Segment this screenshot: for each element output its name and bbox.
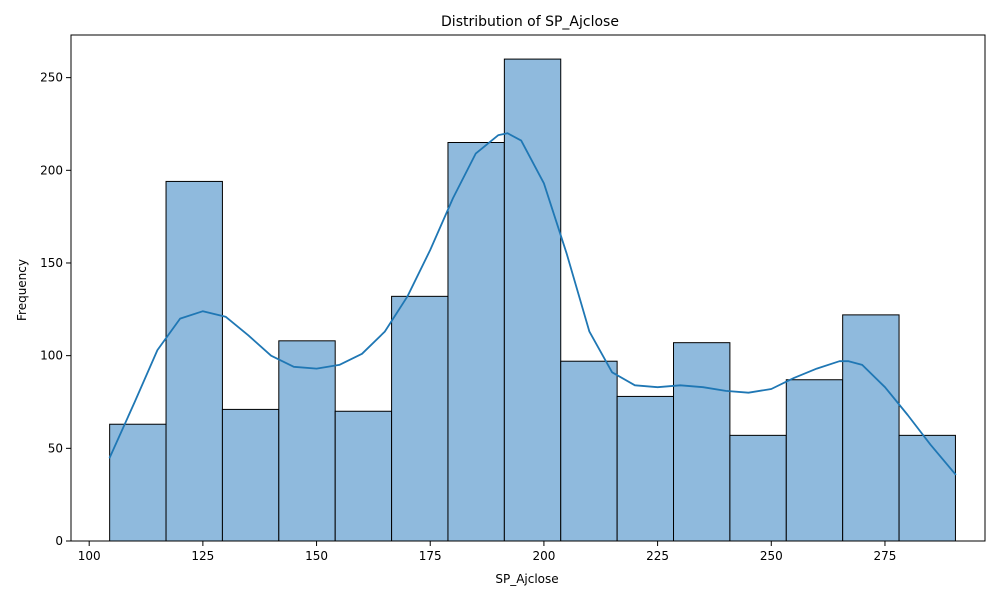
histogram-bar	[391, 295, 449, 542]
y-tick-label: 200	[40, 163, 63, 177]
x-tick-label: 225	[646, 549, 669, 563]
histogram-bar	[673, 342, 731, 542]
x-axis-label: SP_Ajclose	[495, 572, 558, 586]
y-tick-label: 100	[40, 349, 63, 363]
kde-curve-group	[108, 132, 957, 476]
x-tick-label: 250	[760, 549, 783, 563]
x-tick-label: 100	[78, 549, 101, 563]
plot-frame	[70, 34, 986, 542]
histogram-bar	[785, 379, 844, 542]
x-tick-label: 200	[532, 549, 555, 563]
histogram-bar	[334, 410, 393, 542]
histogram-bar	[898, 434, 956, 542]
y-tick-label: 50	[48, 441, 63, 455]
histogram-bar	[278, 340, 336, 542]
histogram-bar	[842, 314, 900, 542]
histogram-bar	[447, 142, 505, 542]
chart-title: Distribution of SP_Ajclose	[441, 14, 619, 30]
x-axis: 100 125 150 175 200 225 250 275	[78, 541, 897, 563]
x-tick-label: 275	[874, 549, 897, 563]
histogram-bar	[109, 423, 167, 542]
y-axis-label: Frequency	[15, 259, 29, 321]
x-tick-label: 125	[191, 549, 214, 563]
x-tick-label: 150	[305, 549, 328, 563]
x-tick-label: 175	[419, 549, 442, 563]
y-tick-label: 150	[40, 256, 63, 270]
histogram-bar	[503, 58, 562, 542]
y-tick-label: 250	[40, 71, 63, 85]
kde-line	[108, 132, 957, 476]
histogram-bar	[165, 180, 223, 542]
histogram-bar	[729, 434, 787, 542]
histogram-bar	[560, 360, 618, 542]
y-tick-label: 0	[55, 534, 63, 548]
y-axis: 0 50 100 150 200 250	[40, 71, 71, 548]
histogram-bar	[221, 408, 280, 542]
histogram-bars	[109, 58, 956, 542]
histogram-bar	[616, 395, 675, 542]
